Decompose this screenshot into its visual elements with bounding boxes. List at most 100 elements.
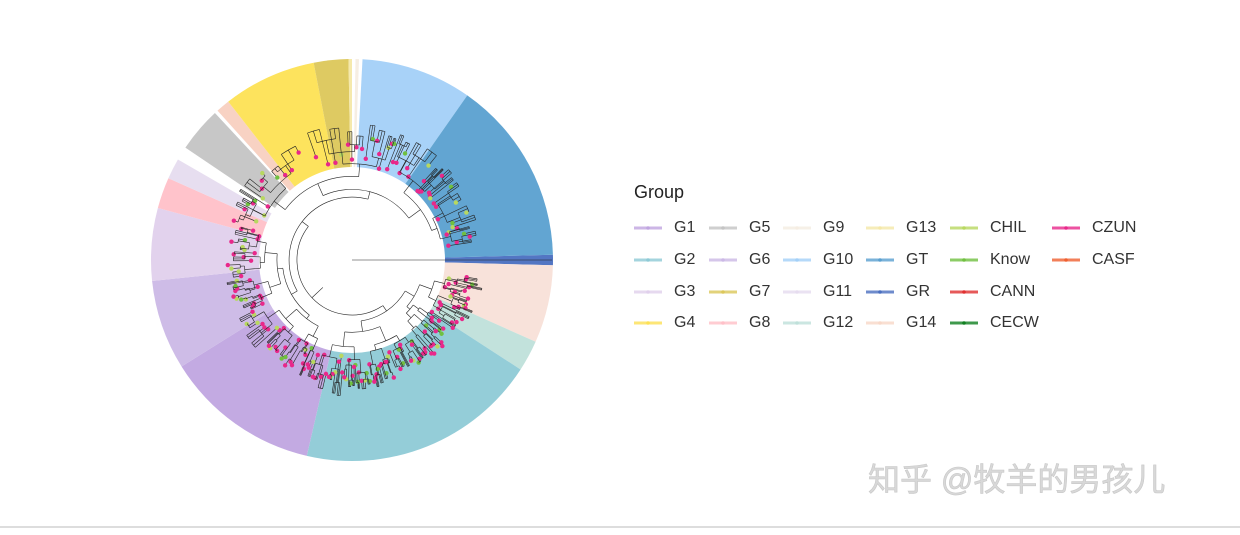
legend-label: G10 (823, 251, 853, 268)
legend-dot (795, 321, 799, 325)
tip (437, 328, 441, 332)
tip (283, 363, 287, 367)
tip (435, 344, 439, 348)
tip (377, 167, 381, 171)
tip (324, 372, 328, 376)
tip (326, 162, 330, 166)
legend-label: G12 (823, 314, 853, 331)
tip (229, 266, 233, 270)
legend-dot (878, 258, 882, 262)
tip (372, 379, 376, 383)
tip (275, 175, 279, 179)
legend-label: CZUN (1092, 219, 1136, 236)
legend-dot (795, 258, 799, 262)
tip (426, 163, 430, 167)
legend-label: Know (990, 251, 1030, 268)
legend-dot (721, 290, 725, 294)
tip (349, 381, 353, 385)
tip (364, 157, 368, 161)
tip (428, 196, 432, 200)
legend-dot (721, 321, 725, 325)
tip (464, 210, 468, 214)
legend-label: CECW (990, 314, 1040, 331)
legend-dot (878, 290, 882, 294)
tip (450, 221, 454, 225)
legend-label: G8 (749, 314, 770, 331)
tip (392, 375, 396, 379)
tip (251, 228, 255, 232)
tip (314, 155, 318, 159)
tip (239, 297, 243, 301)
legend-dot (646, 226, 650, 230)
legend-dot (962, 321, 966, 325)
tip (454, 200, 458, 204)
legend-title: Group (634, 182, 684, 202)
legend-label: G6 (749, 251, 770, 268)
tip (403, 151, 407, 155)
tip (394, 161, 398, 165)
tip (275, 326, 279, 330)
tip (296, 150, 300, 154)
tip (467, 285, 471, 289)
tip (231, 294, 235, 298)
tip (267, 344, 271, 348)
legend-dot (646, 290, 650, 294)
tip (439, 332, 443, 336)
legend-label: CANN (990, 283, 1035, 300)
tip (434, 329, 438, 333)
tip (232, 252, 236, 256)
tip (454, 320, 458, 324)
legend-label: G14 (906, 314, 936, 331)
tip (229, 240, 233, 244)
tip (409, 358, 413, 362)
tip (260, 322, 264, 326)
tip (273, 345, 277, 349)
tip (367, 362, 371, 366)
tip (405, 166, 409, 170)
legend-dot (962, 258, 966, 262)
tip (337, 359, 341, 363)
tip (232, 218, 236, 222)
tip (249, 259, 253, 263)
tip (446, 282, 450, 286)
tip (346, 142, 350, 146)
legend-label: G2 (674, 251, 695, 268)
tip (242, 207, 246, 211)
legend-label: G7 (749, 283, 770, 300)
tip (437, 319, 441, 323)
legend-dot (1064, 226, 1068, 230)
tip (283, 355, 287, 359)
legend-label: G13 (906, 219, 936, 236)
tip (429, 351, 433, 355)
tip (410, 342, 414, 346)
tip (463, 289, 467, 293)
legend-dot (795, 290, 799, 294)
tip (340, 370, 344, 374)
tip (255, 321, 259, 325)
legend-dot (1064, 258, 1068, 262)
legend-label: G1 (674, 219, 695, 236)
legend-label: GT (906, 251, 928, 268)
tip (257, 234, 261, 238)
tip (288, 360, 292, 364)
tip (254, 219, 258, 223)
tip (255, 285, 259, 289)
tip (260, 171, 264, 175)
tip (450, 225, 454, 229)
tip (316, 353, 320, 357)
tip (385, 167, 389, 171)
tip (444, 232, 448, 236)
tip (387, 350, 391, 354)
tip (239, 274, 243, 278)
tip (377, 152, 381, 156)
legend-dot (878, 226, 882, 230)
tip (439, 303, 443, 307)
tip (261, 196, 265, 200)
legend-label: G11 (823, 283, 852, 300)
legend-dot (795, 226, 799, 230)
tip (236, 269, 240, 273)
tip (342, 375, 346, 379)
legend-label: G9 (823, 219, 844, 236)
tip (339, 152, 343, 156)
